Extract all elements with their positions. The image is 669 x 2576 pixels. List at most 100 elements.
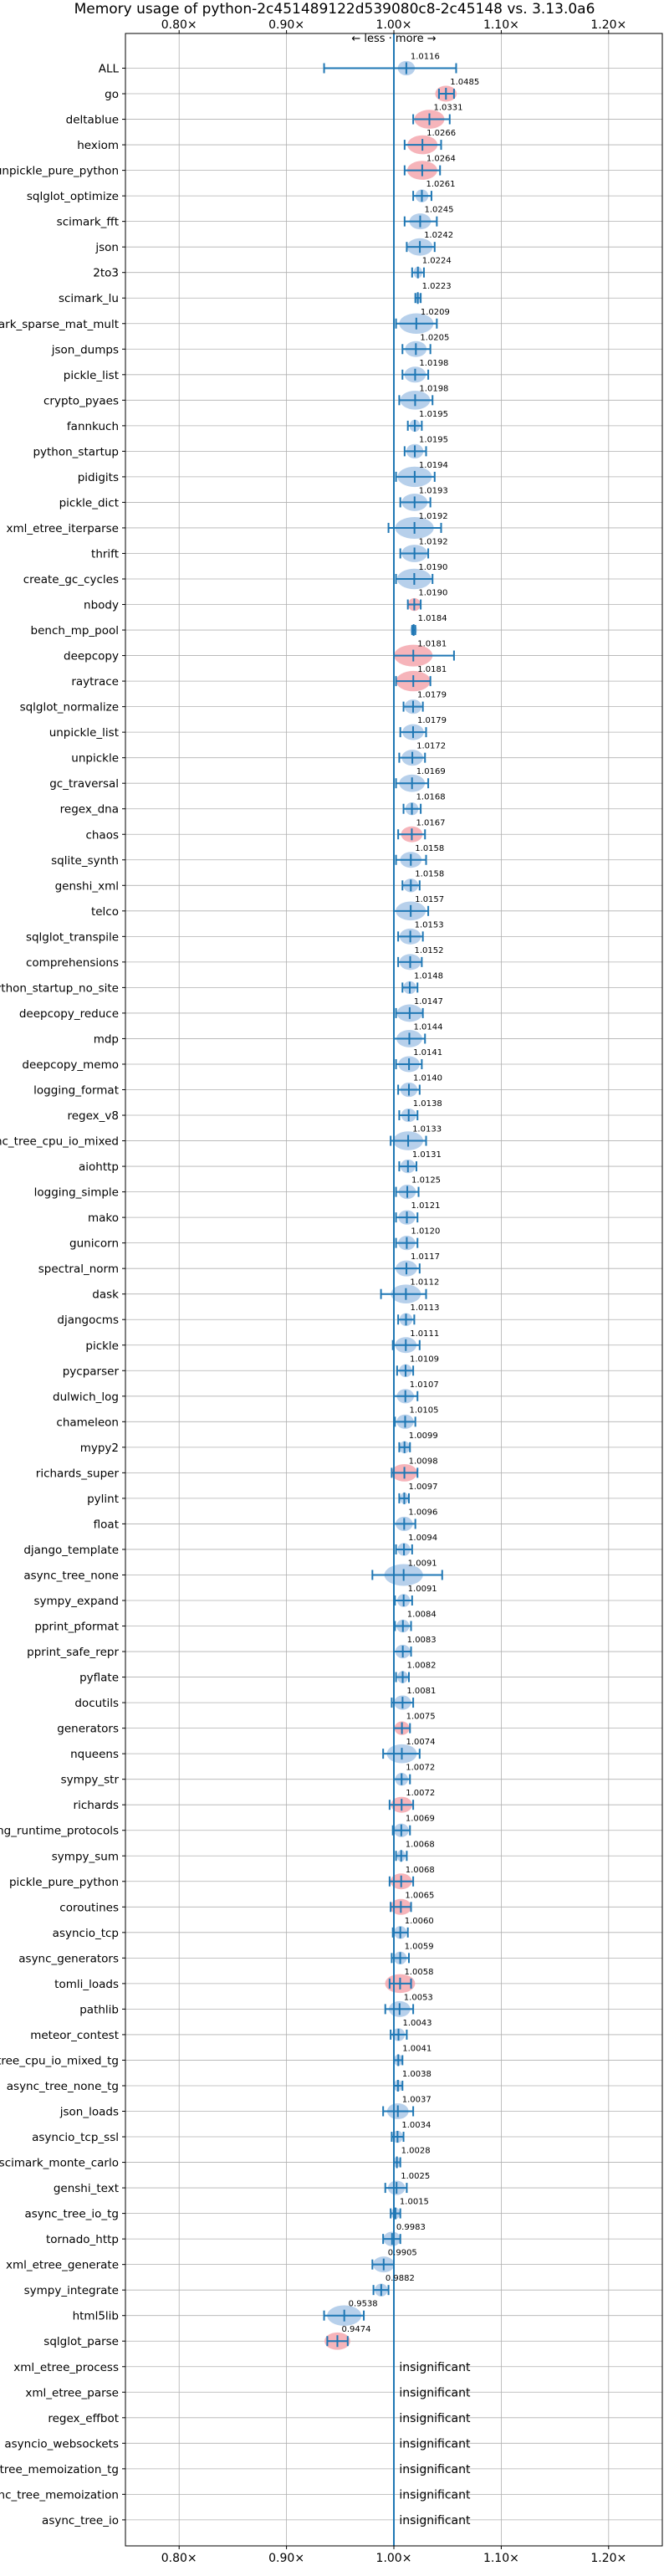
value-label: 1.0133 [412, 1125, 442, 1134]
value-label: 1.0074 [406, 1738, 436, 1747]
category-label: sqlglot_normalize [20, 701, 119, 714]
value-label: 0.9882 [386, 2274, 415, 2283]
category-label: 2to3 [93, 267, 119, 280]
category-label: scimark_monte_carlo [0, 2157, 119, 2170]
category-label: pickle_pure_python [9, 1876, 119, 1889]
insignificant-label: insignificant [399, 2386, 471, 2399]
value-label: 1.0264 [426, 155, 456, 164]
value-label: 1.0117 [411, 1252, 440, 1262]
category-label: sympy_sum [52, 1850, 119, 1863]
value-label: 1.0058 [404, 1968, 433, 1977]
category-label: asyncio_websockets [4, 2437, 119, 2451]
value-label: 1.0131 [412, 1150, 442, 1160]
category-label: asyncio_tcp [53, 1927, 119, 1940]
category-label: dulwich_log [53, 1390, 119, 1404]
category-label: create_gc_cycles [23, 573, 119, 586]
x-tick-label-top: 1.10× [483, 18, 519, 32]
category-label: pyflate [79, 1672, 119, 1685]
category-label: scimark_sparse_mat_mult [0, 318, 119, 331]
category-label: xml_etree_generate [6, 2259, 119, 2272]
value-label: 1.0224 [422, 257, 452, 266]
value-label: 1.0096 [408, 1508, 437, 1517]
category-label: mypy2 [80, 1442, 119, 1455]
value-label: 1.0193 [419, 486, 448, 495]
value-label: 1.0015 [400, 2198, 429, 2207]
value-label: 1.0195 [419, 435, 448, 444]
value-label: 1.0242 [424, 231, 453, 240]
chart-title: Memory usage of python-2c451489122d53908… [74, 1, 595, 18]
insignificant-label: insignificant [399, 2361, 471, 2374]
value-label: 1.0025 [401, 2172, 430, 2181]
category-label: nbody [84, 599, 119, 612]
value-label: 1.0144 [413, 1022, 442, 1032]
value-label: 1.0083 [407, 1636, 437, 1645]
value-label: 1.0109 [410, 1355, 439, 1364]
category-label: gc_traversal [49, 777, 119, 791]
value-label: 1.0120 [411, 1227, 440, 1237]
value-label: 1.0053 [404, 1993, 433, 2002]
x-tick-label-top: 1.00× [376, 18, 412, 32]
value-label: 1.0099 [409, 1431, 438, 1441]
value-label: 1.0038 [402, 2070, 432, 2079]
value-label: 1.0041 [402, 2044, 432, 2053]
category-label: logging_format [33, 1084, 119, 1098]
category-label: crypto_pyaes [43, 394, 119, 407]
category-label: regex_effbot [48, 2412, 119, 2425]
value-label: 1.0028 [401, 2147, 431, 2156]
value-label: 1.0209 [421, 308, 450, 317]
category-label: dask [92, 1288, 119, 1302]
category-label-layer: ALL go deltablue hexiom unpickle_pure_python… [0, 63, 119, 2527]
category-label: comprehensions [26, 956, 119, 970]
value-label: 1.0138 [413, 1099, 442, 1109]
category-label: nqueens [70, 1748, 119, 1761]
x-tick-label-top: 0.80× [161, 18, 197, 32]
insignificant-label: insignificant [399, 2437, 471, 2451]
value-label: 1.0091 [408, 1585, 437, 1594]
value-label: 1.0181 [417, 640, 447, 649]
category-label: xml_etree_iterparse [7, 522, 120, 535]
category-label: async_tree_none [23, 1569, 119, 1582]
insignificant-label: insignificant [399, 2463, 471, 2476]
value-label: 1.0192 [419, 537, 448, 546]
value-label: 1.0167 [416, 818, 445, 827]
category-label: async_tree_memoization_tg [0, 2463, 119, 2476]
value-label: 1.0060 [405, 1917, 434, 1926]
x-tick-label-bottom: 0.90× [268, 2552, 304, 2565]
category-label: hexiom [77, 139, 119, 152]
category-label: go [105, 88, 119, 101]
category-label: generators [57, 1723, 119, 1736]
value-label: 1.0179 [417, 691, 447, 700]
category-label: raytrace [71, 675, 119, 689]
value-label: 1.0198 [419, 384, 448, 393]
value-label: 1.0261 [426, 180, 456, 189]
value-label: 1.0069 [406, 1815, 435, 1824]
category-label: html5lib [73, 2310, 119, 2323]
category-label: deepcopy [64, 650, 119, 663]
category-label: sympy_str [61, 1774, 120, 1787]
category-label: asyncio_tcp_ssl [32, 2131, 119, 2144]
category-label: async_tree_io [42, 2514, 119, 2527]
category-label: json [94, 241, 119, 254]
category-label: pickle_dict [59, 496, 119, 510]
value-label: 0.9474 [341, 2325, 370, 2334]
category-label: tomli_loads [54, 1978, 119, 1991]
insignificant-label: insignificant [399, 2488, 471, 2502]
value-label: 1.0172 [416, 742, 446, 751]
category-label: chaos [85, 828, 119, 842]
category-label: python_startup [33, 445, 119, 458]
category-label: coroutines [59, 1901, 119, 1914]
x-tick-label-top: 1.20× [590, 18, 626, 32]
category-label: async_tree_cpu_io_mixed_tg [0, 2054, 119, 2067]
category-label: pprint_safe_repr [27, 1646, 119, 1659]
category-label: pickle_list [64, 369, 119, 382]
value-label: 1.0105 [409, 1406, 438, 1415]
value-label-layer: 1.0116 1.0485 1.0331 1.0266 1.0264 1.0261 1.02… [341, 53, 479, 2527]
value-label: 1.0157 [415, 895, 444, 904]
value-label: 1.0158 [415, 844, 444, 853]
errorbar-layer [323, 62, 457, 2348]
value-label: 1.0190 [418, 563, 447, 572]
category-label: bench_mp_pool [31, 624, 119, 638]
value-label: 1.0082 [407, 1662, 437, 1671]
category-label: richards_super [36, 1467, 120, 1480]
